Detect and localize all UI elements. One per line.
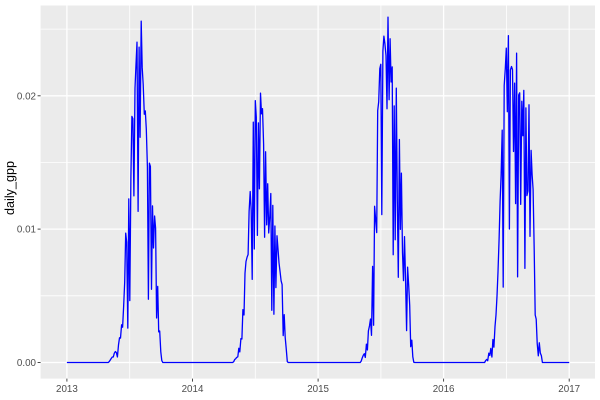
svg-text:2015: 2015: [307, 384, 329, 395]
svg-text:2016: 2016: [433, 384, 455, 395]
svg-text:0.01: 0.01: [17, 225, 36, 236]
svg-text:0.02: 0.02: [17, 91, 36, 102]
svg-text:0.00: 0.00: [17, 358, 37, 369]
svg-text:2013: 2013: [56, 384, 78, 395]
svg-text:2017: 2017: [558, 384, 580, 395]
svg-text:2014: 2014: [182, 384, 204, 395]
svg-text:daily_gpp: daily_gpp: [3, 161, 17, 215]
